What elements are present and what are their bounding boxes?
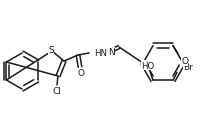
Text: N: N: [108, 48, 115, 57]
Text: Br: Br: [183, 62, 193, 71]
Text: O: O: [78, 69, 84, 78]
Text: O: O: [181, 57, 188, 66]
Text: S: S: [48, 46, 54, 55]
Text: HO: HO: [141, 61, 155, 70]
Text: Cl: Cl: [53, 87, 61, 96]
Text: HN: HN: [94, 49, 107, 58]
